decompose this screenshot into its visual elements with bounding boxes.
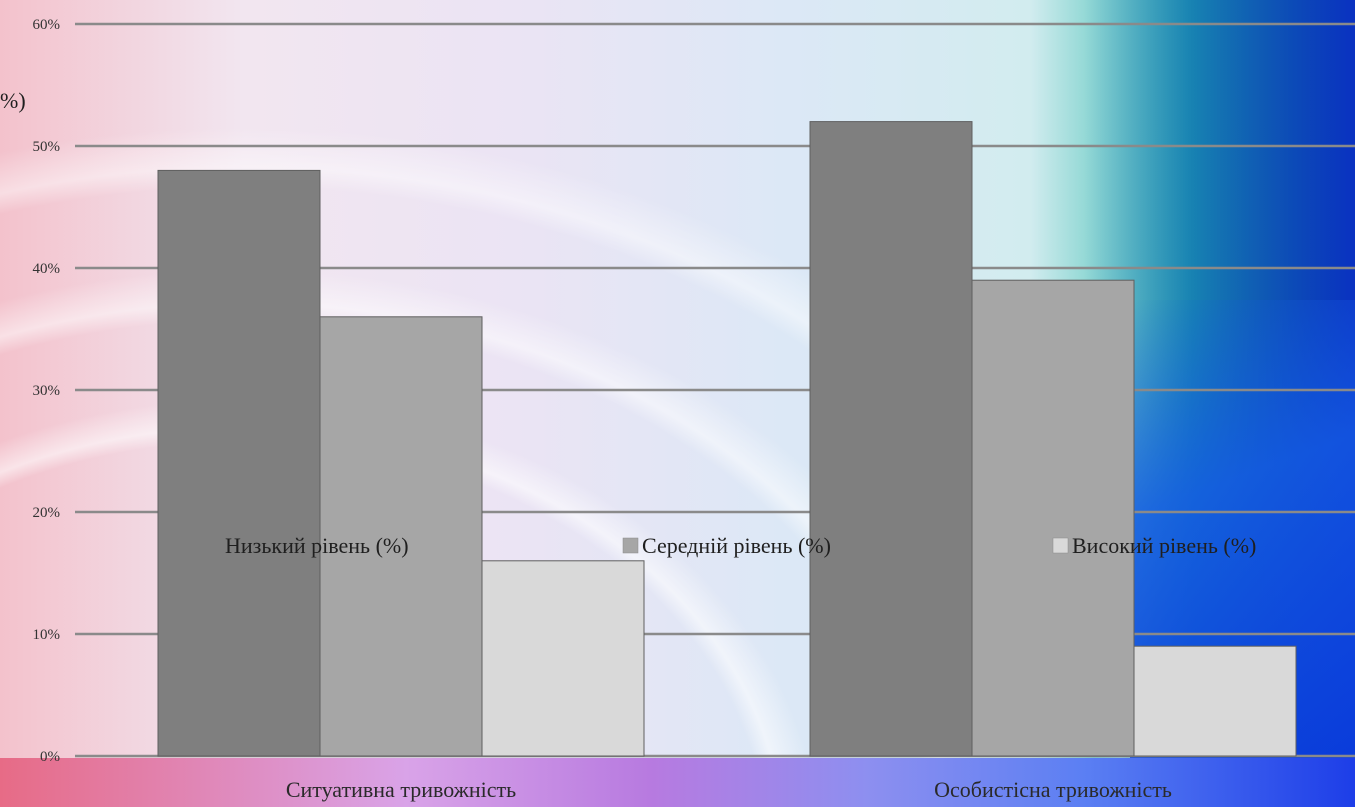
y-tick-label: 20% [33, 505, 61, 521]
x-category-label: Ситуативна тривожність [286, 777, 516, 802]
y-tick-label: 0% [40, 749, 60, 765]
x-axis-categories: Ситуативна тривожність Особистісна тривож… [286, 777, 1172, 802]
bar [319, 316, 483, 757]
y-tick-label: 60% [33, 17, 61, 33]
y-axis-ticks: 0% 10% 20% 30% 40% 50% 60% [33, 17, 61, 765]
bar [1133, 645, 1297, 757]
bar [971, 279, 1135, 757]
legend: Низький рівень (%) Середній рівень (%) Вис… [225, 533, 1256, 558]
y-tick-label: 30% [33, 383, 61, 399]
bar [481, 560, 645, 757]
bars [157, 121, 1297, 757]
y-tick-label: 10% [33, 627, 61, 643]
y-tick-label: 40% [33, 261, 61, 277]
y-axis-label: %) [0, 88, 26, 113]
legend-entry: Низький рівень (%) [225, 533, 409, 558]
legend-entry: Середній рівень (%) [642, 533, 831, 558]
legend-swatch [1052, 537, 1069, 554]
x-category-label: Особистісна тривожність [934, 777, 1172, 802]
bar [157, 169, 321, 757]
legend-entry: Високий рівень (%) [1072, 533, 1256, 558]
bar [809, 121, 973, 757]
legend-swatch [622, 537, 639, 554]
y-tick-label: 50% [33, 139, 61, 155]
